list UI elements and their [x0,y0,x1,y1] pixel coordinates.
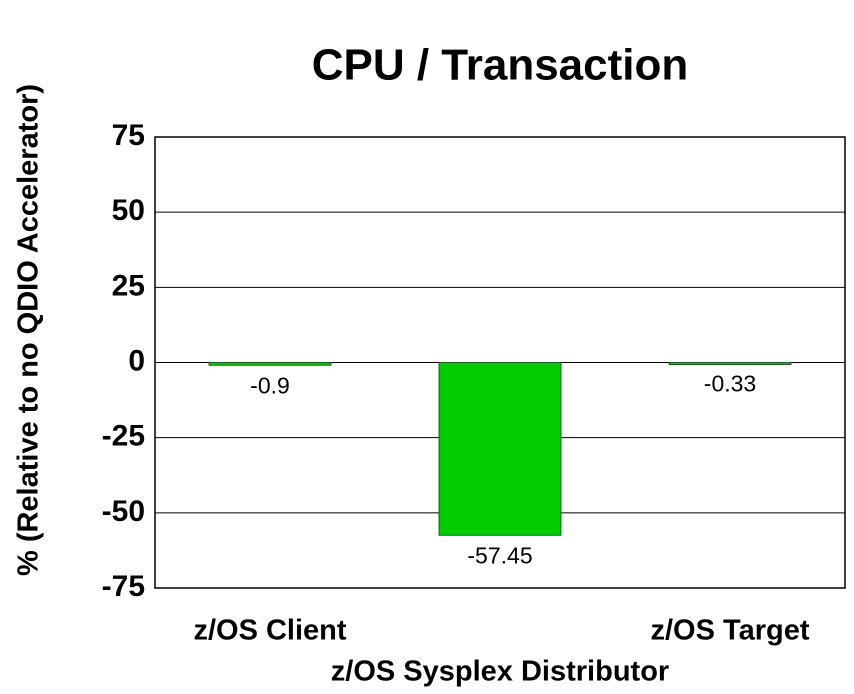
y-tick-label: 25 [112,269,145,302]
bar [208,362,332,366]
y-tick-label: -50 [102,495,145,528]
x-tick-label: z/OS Sysplex Distributor [331,656,669,688]
y-axis-label: % (Relative to no QDIO Accelerator) [13,84,45,576]
data-label: -57.45 [467,542,532,568]
data-label: -0.33 [704,371,756,397]
y-tick-label: -75 [102,570,145,603]
x-tick-label: z/OS Target [651,615,810,647]
x-tick-label: z/OS Client [193,615,346,647]
y-tick-label: -25 [102,420,145,453]
y-tick-label: 50 [112,194,145,227]
bar [668,362,792,365]
data-label: -0.9 [250,372,290,398]
bar [438,362,562,536]
y-tick-label: 0 [128,344,145,377]
chart-title: CPU / Transaction [312,41,689,90]
y-tick-label: 75 [112,119,145,152]
